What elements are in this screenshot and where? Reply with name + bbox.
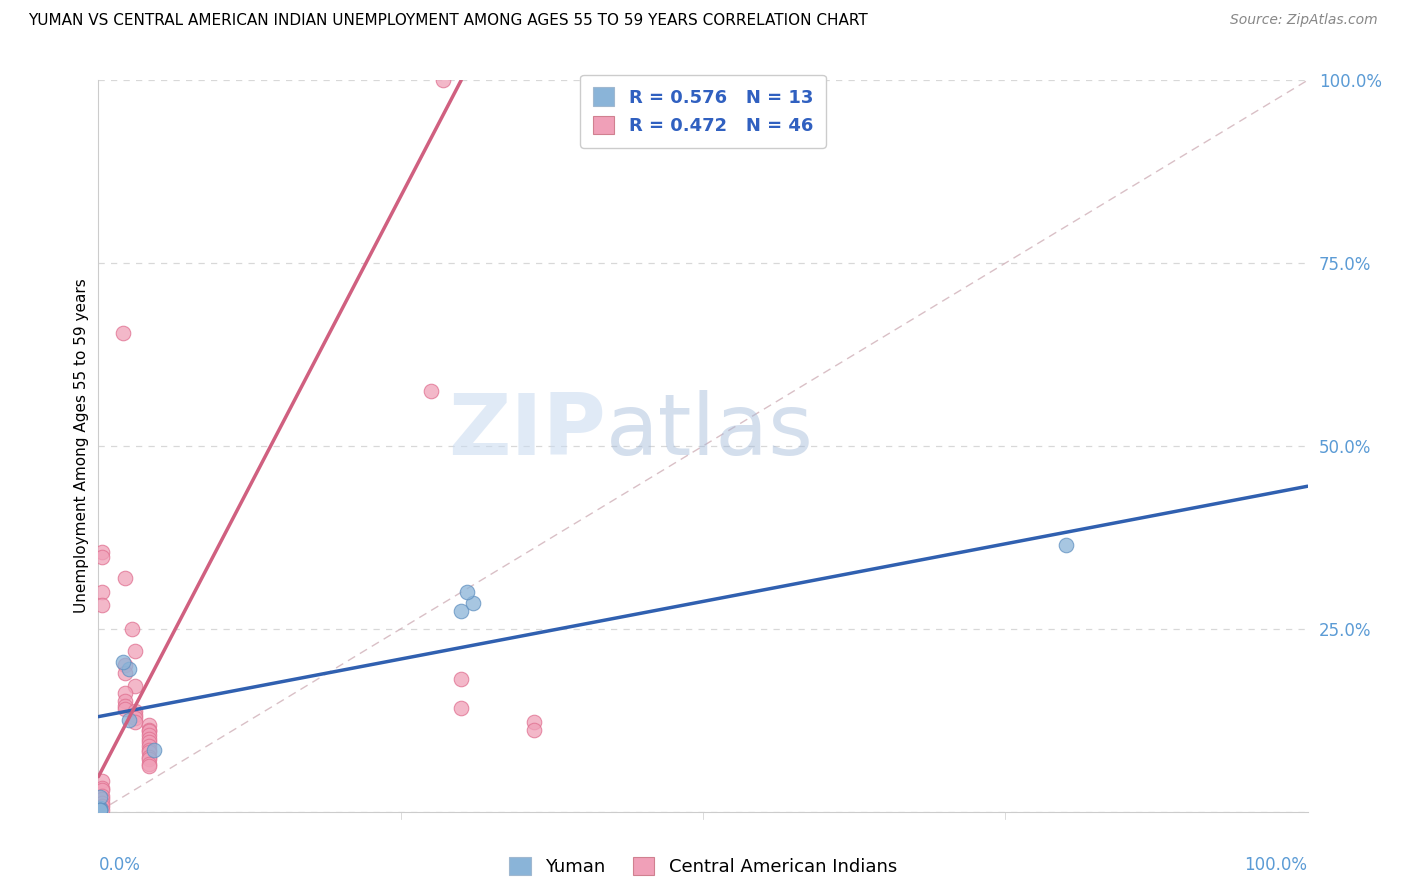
Point	[124, 711, 146, 725]
Text: YUMAN VS CENTRAL AMERICAN INDIAN UNEMPLOYMENT AMONG AGES 55 TO 59 YEARS CORRELAT: YUMAN VS CENTRAL AMERICAN INDIAN UNEMPLO…	[28, 13, 868, 29]
Point	[118, 714, 141, 728]
Text: 0.0%: 0.0%	[98, 855, 141, 873]
Point	[124, 715, 146, 730]
Point	[124, 708, 146, 723]
Point	[138, 749, 160, 764]
Point	[523, 723, 546, 737]
Point	[420, 384, 443, 399]
Point	[121, 622, 143, 636]
Point	[91, 774, 114, 789]
Point	[450, 672, 472, 686]
Point	[111, 655, 134, 669]
Point	[91, 791, 114, 805]
Point	[118, 662, 141, 676]
Legend: Yuman, Central American Indians: Yuman, Central American Indians	[498, 846, 908, 887]
Point	[138, 735, 160, 749]
Point	[89, 801, 111, 815]
Point	[114, 571, 136, 585]
Text: atlas: atlas	[606, 390, 814, 473]
Point	[89, 803, 111, 817]
Point	[91, 599, 114, 613]
Point	[456, 585, 478, 599]
Point	[138, 752, 160, 766]
Point	[114, 698, 136, 713]
Point	[114, 665, 136, 680]
Point	[138, 757, 160, 772]
Point	[91, 781, 114, 796]
Point	[111, 326, 134, 340]
Point	[89, 803, 111, 817]
Point	[450, 603, 472, 617]
Point	[89, 803, 111, 817]
Point	[143, 742, 166, 756]
Point	[138, 728, 160, 742]
Point	[91, 789, 114, 803]
Point	[124, 644, 146, 658]
Point	[91, 782, 114, 797]
Point	[91, 550, 114, 565]
Point	[138, 718, 160, 732]
Point	[138, 724, 160, 739]
Point	[1054, 538, 1077, 552]
Point	[138, 723, 160, 737]
Point	[523, 715, 546, 730]
Point	[91, 796, 114, 810]
Point	[91, 798, 114, 813]
Point	[91, 585, 114, 599]
Point	[432, 73, 454, 87]
Point	[138, 739, 160, 753]
Point	[114, 702, 136, 716]
Point	[138, 745, 160, 759]
Text: Source: ZipAtlas.com: Source: ZipAtlas.com	[1230, 13, 1378, 28]
Point	[114, 658, 136, 673]
Point	[114, 693, 136, 707]
Point	[124, 704, 146, 718]
Point	[138, 731, 160, 746]
Point	[124, 679, 146, 693]
Point	[114, 686, 136, 700]
Y-axis label: Unemployment Among Ages 55 to 59 years: Unemployment Among Ages 55 to 59 years	[75, 278, 89, 614]
Text: 100.0%: 100.0%	[1244, 855, 1308, 873]
Point	[138, 742, 160, 756]
Text: ZIP: ZIP	[449, 390, 606, 473]
Point	[450, 701, 472, 715]
Point	[463, 596, 485, 610]
Point	[138, 759, 160, 773]
Point	[91, 803, 114, 817]
Point	[89, 790, 111, 805]
Point	[91, 545, 114, 559]
